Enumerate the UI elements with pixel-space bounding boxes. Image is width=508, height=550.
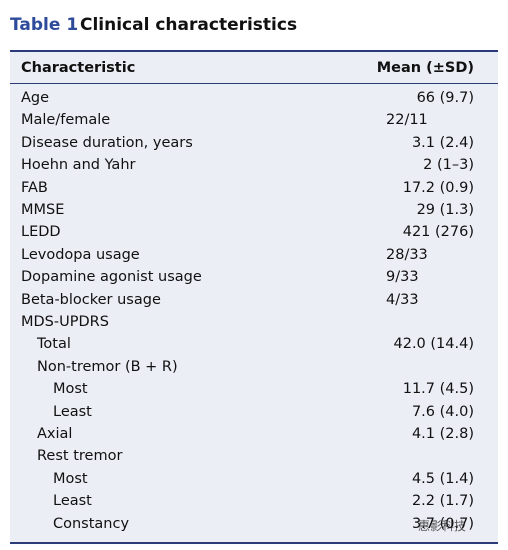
row-value: 66 (9.7) (416, 90, 474, 106)
row-value: 29 (1.3) (416, 202, 474, 218)
row-label: Axial (37, 426, 73, 442)
table-panel (10, 50, 498, 544)
row-label: Constancy (53, 515, 130, 532)
row-label: Male/female (21, 112, 111, 129)
row-value: 3.1 (2.4) (411, 134, 474, 151)
row-label: Age (21, 90, 50, 106)
row-value: 4/33 (386, 291, 419, 308)
row-label: Hoehn and Yahr (21, 157, 136, 174)
row-value: 2 (1–3) (423, 157, 474, 174)
row-value: 3.7 (0.7) (411, 515, 474, 532)
row-value: 4.1 (2.8) (411, 426, 474, 442)
row-label: Levodopa usage (21, 246, 140, 263)
row-label: Most (53, 381, 88, 398)
row-label: Beta-blocker usage (21, 291, 161, 308)
row-value: 4.5 (1.4) (411, 470, 474, 487)
row-label: Least (53, 403, 92, 420)
row-label: Total (37, 336, 71, 353)
row-value: 11.7 (4.5) (402, 381, 474, 398)
watermark: 惠影科技 (418, 519, 467, 533)
row-label: Least (53, 493, 92, 510)
row-label: MMSE (21, 202, 65, 218)
header-rule (10, 83, 498, 84)
row-value: 421 (276) (402, 224, 474, 241)
row-value: 2.2 (1.7) (411, 493, 474, 510)
row-label: MDS-UPDRS (21, 314, 109, 330)
row-label: Dopamine agonist usage (21, 269, 202, 286)
row-label: FAB (21, 179, 48, 196)
row-label: LEDD (21, 224, 61, 241)
table-label: Table 1 (10, 15, 79, 35)
row-value: 7.6 (4.0) (411, 403, 474, 420)
row-value: 22/11 (386, 112, 428, 129)
row-value: 17.2 (0.9) (402, 179, 474, 196)
row-value: 28/33 (386, 246, 428, 263)
column-header: Mean (±SD) (376, 60, 474, 76)
row-label: Non-tremor (B + R) (37, 358, 178, 375)
row-value: 42.0 (14.4) (393, 336, 475, 353)
column-header: Characteristic (21, 60, 136, 76)
row-label: Disease duration, years (21, 134, 193, 151)
row-value: 9/33 (386, 269, 419, 286)
table-title: Clinical characteristics (80, 15, 298, 35)
row-label: Rest tremor (37, 448, 123, 465)
row-label: Most (53, 470, 88, 487)
